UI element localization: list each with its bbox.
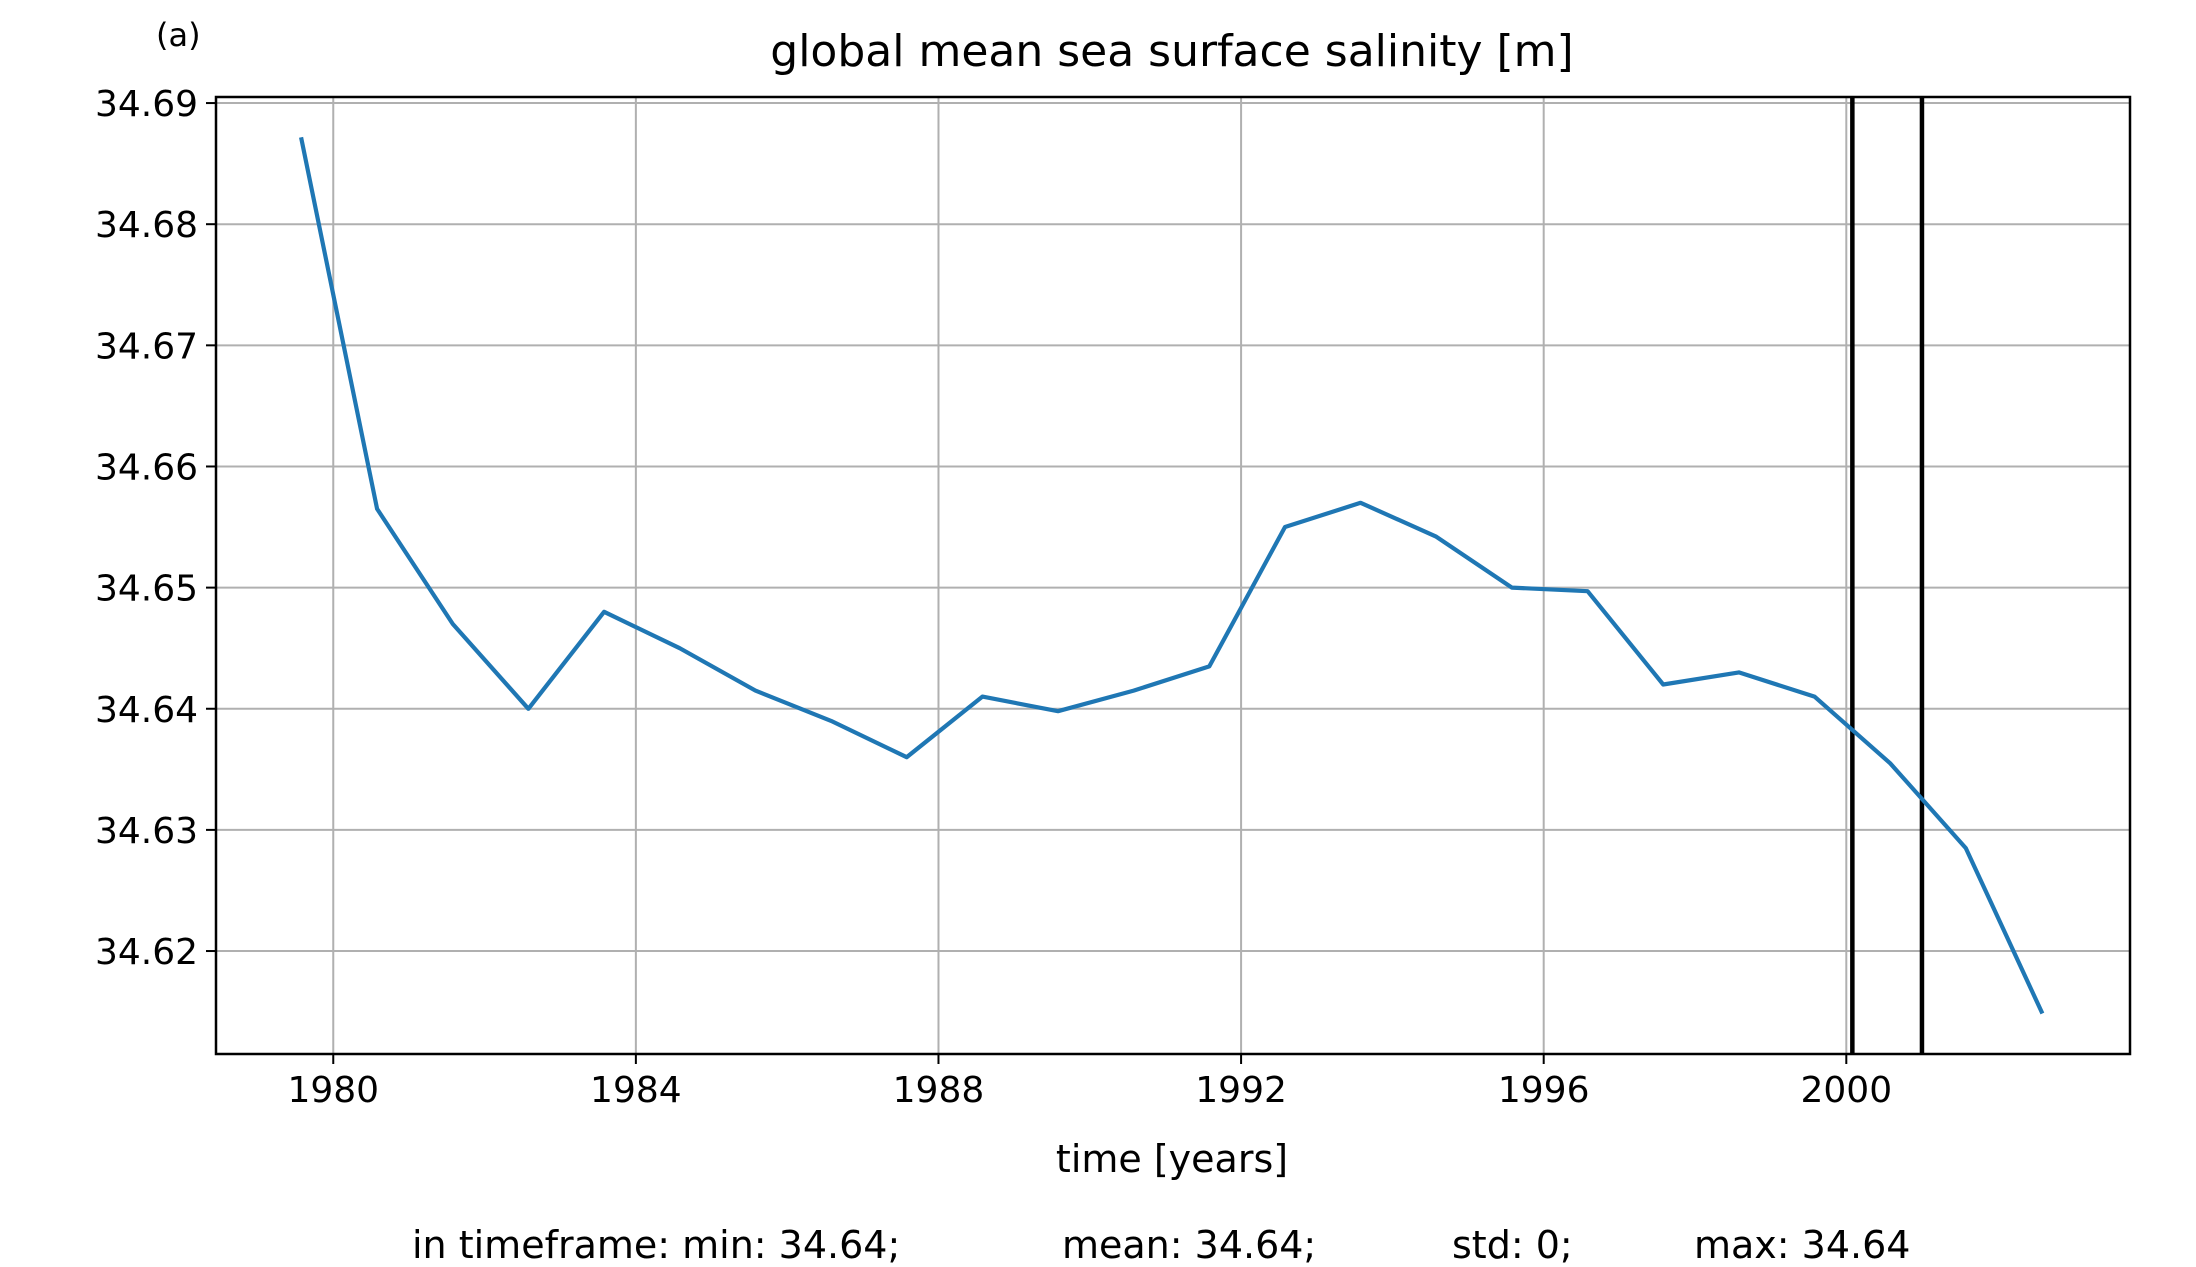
y-tick-label-34.66: 34.66 [95, 447, 198, 488]
x-tick-label-1996: 1996 [1498, 1070, 1590, 1111]
x-tick-label-2000: 2000 [1800, 1070, 1892, 1111]
y-tick-label-34.68: 34.68 [95, 205, 198, 246]
y-tick-label-34.62: 34.62 [95, 932, 198, 973]
x-tick-label-1992: 1992 [1195, 1070, 1287, 1111]
footer-max: max: 34.64 [1694, 1223, 1910, 1263]
y-tick-label-34.65: 34.65 [95, 569, 198, 610]
x-axis-label: time [years] [1056, 1137, 1288, 1181]
y-tick-label-34.69: 34.69 [95, 84, 198, 125]
y-tick-label-34.64: 34.64 [95, 690, 198, 731]
axes-frame [214, 95, 2132, 1056]
footer-std: std: 0; [1452, 1223, 1573, 1263]
x-tick-label-1984: 1984 [590, 1070, 682, 1111]
chart-title: global mean sea surface salinity [m] [770, 26, 1573, 77]
series-lines [299, 136, 2045, 1015]
grid [216, 97, 2130, 1054]
y-tick-label-34.67: 34.67 [95, 326, 198, 367]
series-line-1 [299, 136, 2045, 1015]
y-tick-label-34.63: 34.63 [95, 811, 198, 852]
x-tick-label-1988: 1988 [893, 1070, 985, 1111]
panel-label: (a) [156, 16, 201, 54]
x-tick-label-1980: 1980 [287, 1070, 379, 1111]
footer-min: in timeframe: min: 34.64; [412, 1223, 900, 1263]
footer-mean: mean: 34.64; [1062, 1223, 1316, 1263]
y-axis-ticks: 34.62 34.63 34.64 34.65 34.66 34.67 34.68 34.69 [95, 84, 216, 973]
vertical-markers [1850, 97, 1925, 1054]
footer-stats: in timeframe: min: 34.64; mean: 34.64; s… [412, 1223, 1910, 1267]
x-axis-ticks: 1980 1984 1988 1992 1996 2000 [287, 1054, 1892, 1111]
